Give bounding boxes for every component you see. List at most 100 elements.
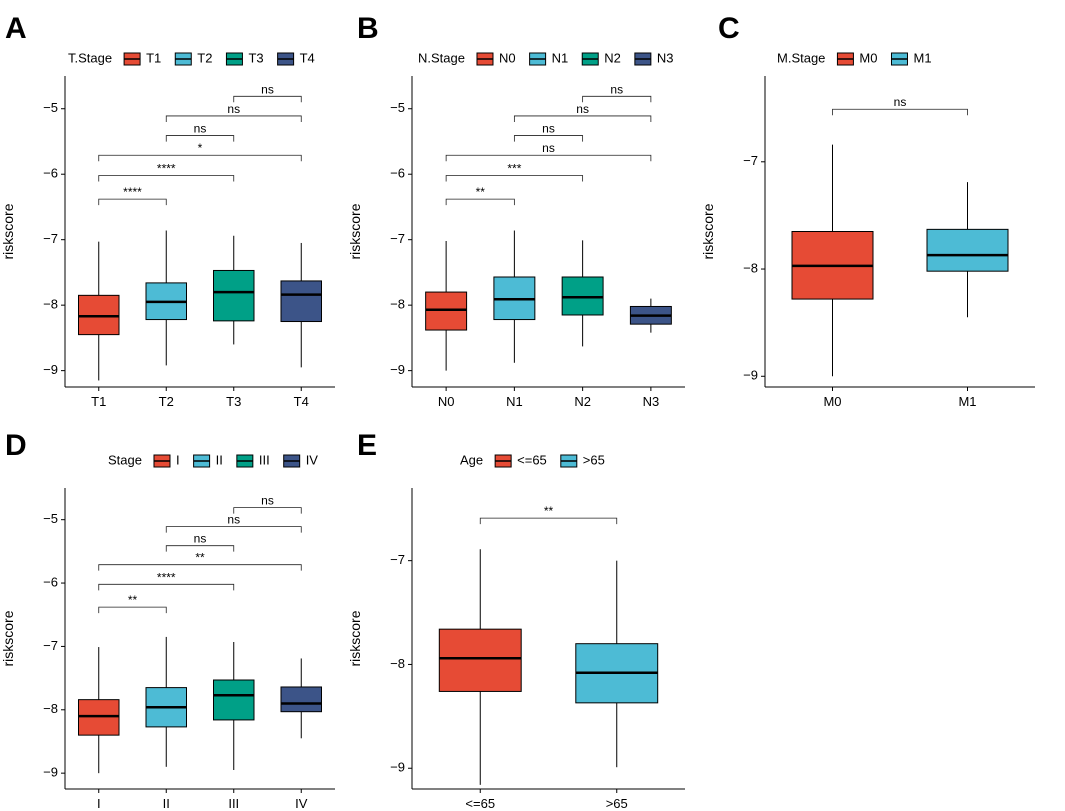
box-rect xyxy=(280,686,322,713)
panel-label: D xyxy=(5,429,27,462)
legend-title: N.Stage xyxy=(418,50,465,65)
y-tick-label: −9 xyxy=(390,760,405,775)
y-tick-label: −9 xyxy=(43,765,58,780)
x-tick-label->65: >65 xyxy=(606,796,628,811)
comparison-bracket: *** xyxy=(445,162,584,182)
legend-label-N2: N2 xyxy=(604,50,621,65)
legend-label-N3: N3 xyxy=(657,50,674,65)
box-T4 xyxy=(280,242,322,368)
bracket-line xyxy=(98,198,167,206)
y-tick-label: −6 xyxy=(43,574,58,589)
legend-label-T4: T4 xyxy=(300,50,315,65)
bracket-line xyxy=(233,507,302,514)
legend-label-II: II xyxy=(216,452,223,467)
comparison-bracket: **** xyxy=(98,162,235,182)
y-axis-label: riskscore xyxy=(347,610,363,666)
comparison-bracket: ns xyxy=(165,122,235,142)
significance-label: ns xyxy=(194,532,207,546)
bracket-line xyxy=(479,517,618,525)
y-tick-label: −9 xyxy=(43,362,58,377)
y-tick-label: −8 xyxy=(390,297,405,312)
x-tick-label-N1: N1 xyxy=(506,394,523,409)
comparison-bracket: **** xyxy=(98,570,235,591)
x-tick-label-T3: T3 xyxy=(226,394,241,409)
significance-label: *** xyxy=(507,162,521,176)
x-tick-label-T4: T4 xyxy=(294,394,309,409)
box-III xyxy=(213,641,255,770)
bracket-line xyxy=(445,154,652,162)
x-tick-label-IV: IV xyxy=(295,796,308,811)
y-axis-label: riskscore xyxy=(0,610,16,666)
x-tick-label-<=65: <=65 xyxy=(465,796,495,811)
x-tick-label-M1: M1 xyxy=(958,394,976,409)
comparison-bracket: ** xyxy=(98,551,302,571)
comparison-bracket: **** xyxy=(98,185,167,206)
bracket-line xyxy=(233,95,302,103)
y-tick-label: −6 xyxy=(390,166,405,181)
comparison-bracket: ns xyxy=(582,82,652,103)
significance-label: ns xyxy=(576,102,589,116)
significance-label: ns xyxy=(227,102,240,116)
box-IV xyxy=(280,658,322,739)
x-tick-label-II: II xyxy=(163,796,170,811)
significance-label: **** xyxy=(157,162,176,176)
significance-label: ns xyxy=(194,122,207,136)
bracket-line xyxy=(445,175,584,182)
x-tick-label-N0: N0 xyxy=(438,394,455,409)
comparison-bracket: ns xyxy=(513,122,584,142)
y-tick-label: −5 xyxy=(43,100,58,115)
comparison-bracket: ** xyxy=(98,593,167,614)
box-M0 xyxy=(791,144,874,377)
y-tick-label: −8 xyxy=(43,701,58,716)
x-tick-label-M0: M0 xyxy=(823,394,841,409)
legend-label-<=65: <=65 xyxy=(517,452,547,467)
y-tick-label: −8 xyxy=(390,656,405,671)
box-N0 xyxy=(425,240,468,371)
significance-label: **** xyxy=(157,570,176,584)
legend-label-M0: M0 xyxy=(859,50,877,65)
significance-label: ** xyxy=(476,185,486,199)
legend-label-IV: IV xyxy=(306,452,319,467)
comparison-bracket: ns xyxy=(165,532,235,552)
box-rect xyxy=(78,294,120,336)
bracket-line xyxy=(513,115,652,122)
comparison-bracket: ns xyxy=(233,82,302,103)
box-rect xyxy=(926,228,1009,272)
y-tick-label: −5 xyxy=(390,100,405,115)
bracket-line xyxy=(98,154,302,162)
legend-title: Age xyxy=(460,452,483,467)
bracket-line xyxy=(582,95,652,103)
legend: N.Stage N0 N1 N2 N3 xyxy=(418,50,674,66)
box-T2 xyxy=(145,230,187,366)
comparison-bracket: ns xyxy=(445,141,652,162)
legend: Stage I II III IV xyxy=(108,452,319,468)
significance-label: ns xyxy=(610,82,623,96)
legend-label-III: III xyxy=(259,452,270,467)
significance-label: ns xyxy=(227,513,240,527)
bracket-line xyxy=(98,606,167,614)
box-rect xyxy=(561,276,604,316)
box-rect xyxy=(213,269,255,322)
bracket-line xyxy=(98,175,235,182)
bracket-line xyxy=(165,526,302,533)
legend-label-T1: T1 xyxy=(146,50,161,65)
panel-E: E Age <=65 >65 −9 −8 −7 riskscore <=65 >65 ** xyxy=(347,429,685,811)
bracket-line xyxy=(98,564,302,571)
x-tick-label-T1: T1 xyxy=(91,394,106,409)
legend-label-T3: T3 xyxy=(248,50,263,65)
panel-label: A xyxy=(5,12,27,45)
x-tick-label-III: III xyxy=(228,796,239,811)
significance-label: ns xyxy=(261,494,274,508)
x-tick-label-T2: T2 xyxy=(159,394,174,409)
box-N3 xyxy=(629,298,672,333)
legend-label-N1: N1 xyxy=(552,50,569,65)
panel-label: B xyxy=(357,12,379,45)
legend-label-I: I xyxy=(176,452,180,467)
bracket-line xyxy=(165,545,235,552)
significance-label: ** xyxy=(544,504,554,518)
legend-title: Stage xyxy=(108,452,142,467)
box->65 xyxy=(575,560,659,768)
